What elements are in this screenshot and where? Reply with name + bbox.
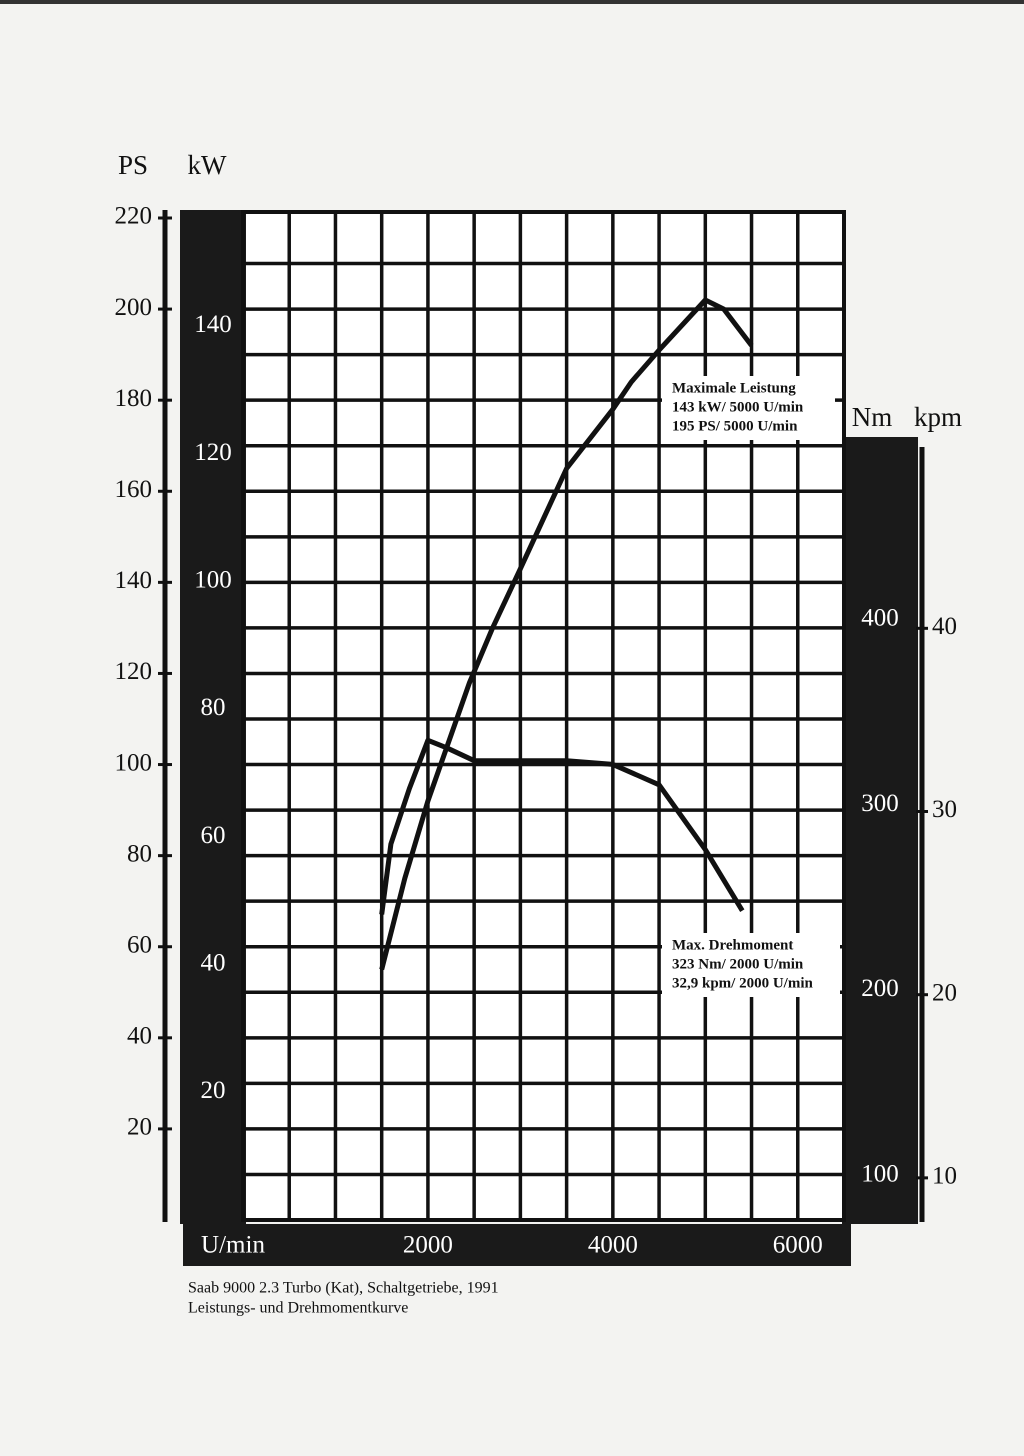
nm-band [842, 437, 918, 1224]
kw-tick-label: 120 [194, 439, 232, 466]
annotation-box [662, 933, 840, 997]
kw-tick-label: 140 [194, 311, 232, 338]
kw-tick-label: 20 [201, 1077, 226, 1104]
caption: Saab 9000 2.3 Turbo (Kat), Schaltgetrieb… [188, 1280, 499, 1297]
nm-tick-label: 400 [861, 605, 899, 632]
kpm-tick-label: 30 [932, 796, 957, 823]
y-tick-label: 80 [127, 840, 152, 867]
annotation: 32,9 kpm/ 2000 U/min [672, 975, 814, 991]
nm-axis-title: Nm [852, 402, 893, 432]
x-tick-label: 6000 [773, 1232, 823, 1259]
annotation: 195 PS/ 5000 U/min [672, 418, 798, 434]
kw-axis-title: kW [188, 150, 228, 180]
x-band [183, 1224, 851, 1266]
x-tick-label: 4000 [588, 1232, 638, 1259]
series-line [379, 737, 745, 915]
y-tick-label: 140 [115, 567, 153, 594]
y-tick-label: 20 [127, 1114, 152, 1141]
kw-tick-label: 60 [201, 822, 226, 849]
annotation-box [662, 376, 835, 440]
y-tick-label: 220 [115, 203, 153, 230]
y-tick-label: 100 [115, 749, 153, 776]
y-tick-label: 200 [115, 294, 153, 321]
kw-tick-label: 100 [194, 567, 232, 594]
kpm-tick-label: 10 [932, 1163, 957, 1190]
plot-frame [241, 210, 846, 1222]
y-tick-label: 40 [127, 1023, 152, 1050]
kpm-tick-label: 20 [932, 979, 957, 1006]
plot-area [243, 212, 845, 1222]
y-tick-label: 160 [115, 476, 153, 503]
kw-tick-label: 80 [201, 694, 226, 721]
nm-tick-label: 100 [861, 1160, 899, 1187]
kw-tick-label: 40 [201, 949, 226, 976]
kpm-tick-label: 40 [932, 613, 957, 640]
nm-tick-label: 300 [861, 790, 899, 817]
nm-tick-label: 200 [861, 975, 899, 1002]
annotation: Maximale Leistung [672, 380, 796, 396]
ps-axis-title: PS [118, 150, 148, 180]
y-tick-label: 60 [127, 931, 152, 958]
kpm-axis-title: kpm [914, 402, 962, 432]
annotation: 143 kW/ 5000 U/min [672, 399, 804, 415]
y-tick-label: 180 [115, 385, 153, 412]
caption: Leistungs- und Drehmomentkurve [188, 1300, 408, 1317]
scan-edge [0, 0, 1024, 4]
x-axis-title: U/min [201, 1232, 265, 1259]
kw-band [180, 210, 246, 1224]
y-tick-label: 120 [115, 658, 153, 685]
annotation: 323 Nm/ 2000 U/min [672, 956, 804, 972]
series-line [379, 297, 754, 971]
x-tick-label: 2000 [403, 1232, 453, 1259]
annotation: Max. Drehmoment [672, 937, 793, 953]
